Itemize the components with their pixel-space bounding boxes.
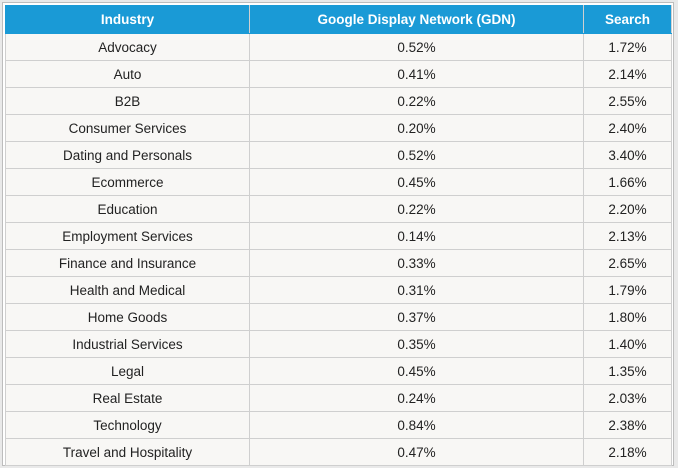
table-cell: 0.52% bbox=[249, 33, 584, 61]
table-cell: 2.20% bbox=[583, 195, 672, 223]
table-cell: B2B bbox=[5, 87, 250, 115]
table-row: Ecommerce 0.45% 1.66% bbox=[5, 168, 672, 196]
table-cell: 0.22% bbox=[249, 195, 584, 223]
table-cell: Finance and Insurance bbox=[5, 249, 250, 277]
table-cell: 0.52% bbox=[249, 141, 584, 169]
table-body: Advocacy 0.52% 1.72% Auto 0.41% 2.14% B2B 0.22%… bbox=[5, 33, 672, 466]
header-row: Industry Google Display Network (GDN) Sear… bbox=[5, 5, 672, 34]
table-cell: Industrial Services bbox=[5, 330, 250, 358]
table-cell: Auto bbox=[5, 60, 250, 88]
table-row: Auto 0.41% 2.14% bbox=[5, 60, 672, 88]
table-row: Real Estate 0.24% 2.03% bbox=[5, 384, 672, 412]
table-row: Industrial Services 0.35% 1.40% bbox=[5, 330, 672, 358]
table-cell: Ecommerce bbox=[5, 168, 250, 196]
table-cell: 1.40% bbox=[583, 330, 672, 358]
table-row: Travel and Hospitality 0.47% 2.18% bbox=[5, 438, 672, 466]
table-cell: 2.40% bbox=[583, 114, 672, 142]
table-row: Home Goods 0.37% 1.80% bbox=[5, 303, 672, 331]
table-cell: 1.72% bbox=[583, 33, 672, 61]
table-cell: Health and Medical bbox=[5, 276, 250, 304]
table-row: Employment Services 0.14% 2.13% bbox=[5, 222, 672, 250]
table-row: Advocacy 0.52% 1.72% bbox=[5, 33, 672, 61]
table-cell: 0.47% bbox=[249, 438, 584, 466]
table-cell: 0.37% bbox=[249, 303, 584, 331]
table-cell: 2.55% bbox=[583, 87, 672, 115]
table-cell: Consumer Services bbox=[5, 114, 250, 142]
data-table: Industry Google Display Network (GDN) Sear… bbox=[5, 5, 672, 466]
header-cell: Industry bbox=[5, 5, 250, 34]
table-row: Consumer Services 0.20% 2.40% bbox=[5, 114, 672, 142]
table-cell: 0.20% bbox=[249, 114, 584, 142]
table-cell: 1.66% bbox=[583, 168, 672, 196]
table-cell: 0.22% bbox=[249, 87, 584, 115]
table-cell: 0.14% bbox=[249, 222, 584, 250]
table-row: Education 0.22% 2.20% bbox=[5, 195, 672, 223]
header-cell: Google Display Network (GDN) bbox=[249, 5, 584, 34]
table-cell: 3.40% bbox=[583, 141, 672, 169]
table-cell: Employment Services bbox=[5, 222, 250, 250]
table-cell: 0.84% bbox=[249, 411, 584, 439]
table-cell: 2.03% bbox=[583, 384, 672, 412]
table-cell: Real Estate bbox=[5, 384, 250, 412]
table-cell: Legal bbox=[5, 357, 250, 385]
table-cell: 1.79% bbox=[583, 276, 672, 304]
table-cell: 2.38% bbox=[583, 411, 672, 439]
table-cell: Advocacy bbox=[5, 33, 250, 61]
table-cell: Technology bbox=[5, 411, 250, 439]
table-cell: 2.18% bbox=[583, 438, 672, 466]
table-cell: 0.45% bbox=[249, 168, 584, 196]
table-cell: 0.33% bbox=[249, 249, 584, 277]
table-cell: 1.80% bbox=[583, 303, 672, 331]
table-cell: 0.24% bbox=[249, 384, 584, 412]
table-row: B2B 0.22% 2.55% bbox=[5, 87, 672, 115]
header-cell: Search bbox=[583, 5, 672, 34]
table-cell: 0.45% bbox=[249, 357, 584, 385]
table-cell: 2.65% bbox=[583, 249, 672, 277]
table-row: Finance and Insurance 0.33% 2.65% bbox=[5, 249, 672, 277]
table-cell: Travel and Hospitality bbox=[5, 438, 250, 466]
table-cell: 1.35% bbox=[583, 357, 672, 385]
table-cell: 2.14% bbox=[583, 60, 672, 88]
table-row: Dating and Personals 0.52% 3.40% bbox=[5, 141, 672, 169]
table-cell: Dating and Personals bbox=[5, 141, 250, 169]
table-cell: 0.41% bbox=[249, 60, 584, 88]
table-row: Health and Medical 0.31% 1.79% bbox=[5, 276, 672, 304]
table-row: Legal 0.45% 1.35% bbox=[5, 357, 672, 385]
table-cell: Home Goods bbox=[5, 303, 250, 331]
table-cell: Education bbox=[5, 195, 250, 223]
table-cell: 2.13% bbox=[583, 222, 672, 250]
table-cell: 0.31% bbox=[249, 276, 584, 304]
table-cell: 0.35% bbox=[249, 330, 584, 358]
table-row: Technology 0.84% 2.38% bbox=[5, 411, 672, 439]
